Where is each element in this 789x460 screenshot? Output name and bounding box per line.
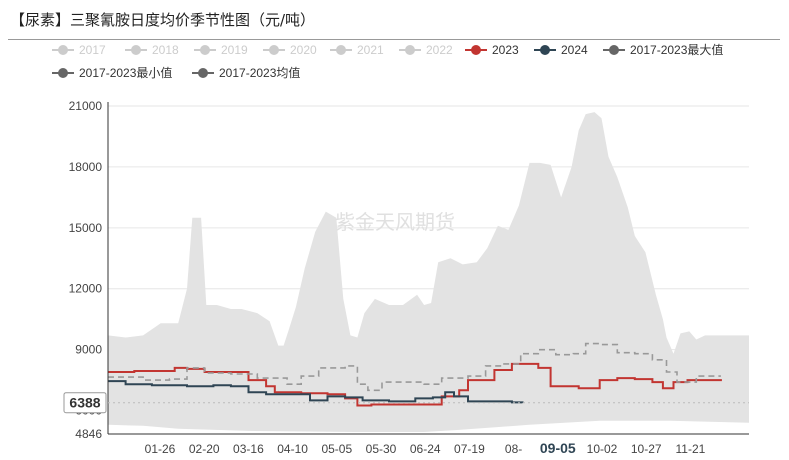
x-tick-label: 03-16 [233,442,264,456]
series-line-2024 [108,380,524,404]
x-tick-label: 05-05 [321,442,352,456]
watermark: 紫金天风期货 [335,210,455,234]
legend-label: 2024 [561,43,588,57]
legend-item-2020[interactable]: 2020 [263,43,317,57]
legend: 2017 2018 2019 2020 2021 2022 2023 2024 2017-202… [52,42,723,80]
y-pointer-value: 6388 [69,395,100,411]
y-tick-label: 21000 [69,99,103,113]
legend-item-2017[interactable]: 2017 [52,43,106,57]
y-tick-label: 18000 [69,160,103,174]
legend-item-2022[interactable]: 2022 [399,43,453,57]
x-pointer-label: 09-05 [540,440,576,456]
legend-label: 2021 [357,43,384,57]
legend-label: 2023 [492,43,519,57]
y-tick-label: 12000 [69,282,103,296]
x-tick-label: 05-30 [366,442,397,456]
legend-item-2023[interactable]: 2023 [465,43,519,57]
legend-label: 2017-2023最小值 [79,65,172,80]
x-tick-label: 06-24 [410,442,441,456]
max-min-range-area [108,112,749,432]
x-tick-label: 10-27 [631,442,662,456]
series-line-2017-2023均值 [108,342,721,392]
x-tick-label: 07-19 [454,442,485,456]
min-max-band [108,112,749,432]
y-tick-label: 15000 [69,221,103,235]
x-pointer-badge [535,439,580,457]
legend-item-2018[interactable]: 2018 [125,43,179,57]
legend-label: 2019 [221,43,248,57]
legend-item-2017-2023最小值[interactable]: 2017-2023最小值 [52,65,172,80]
x-tick-label: 11-21 [675,442,705,456]
series-line-2023 [108,362,722,407]
x-tick-label: 04-10 [277,442,308,456]
x-tick-label: 01-26 [145,442,176,456]
legend-label: 2017-2023最大值 [630,42,723,57]
legend-label: 2017 [79,43,106,57]
chart-title: 【尿素】三聚氰胺日度均价季节性图（元/吨） [10,11,316,29]
y-pointer-badge [63,392,107,414]
title-divider [8,39,780,40]
series-lines [108,342,722,407]
legend-item-2021[interactable]: 2021 [330,43,384,57]
legend-item-2017-2023最大值[interactable]: 2017-2023最大值 [603,42,723,57]
axes: 48466000900012000150001800021000638801-2… [63,99,749,457]
y-tick-label: 4846 [75,427,102,441]
legend-item-2024[interactable]: 2024 [534,43,588,57]
legend-label: 2018 [152,43,179,57]
x-tick-label: 08- [505,442,522,456]
legend-label: 2020 [290,43,317,57]
legend-item-2017-2023均值[interactable]: 2017-2023均值 [192,65,300,80]
legend-label: 2022 [426,43,453,57]
x-tick-label: 10-02 [587,442,618,456]
legend-item-2019[interactable]: 2019 [194,43,248,57]
x-tick-label: 02-20 [189,442,220,456]
y-tick-label: 9000 [75,343,102,357]
legend-label: 2017-2023均值 [219,65,300,80]
